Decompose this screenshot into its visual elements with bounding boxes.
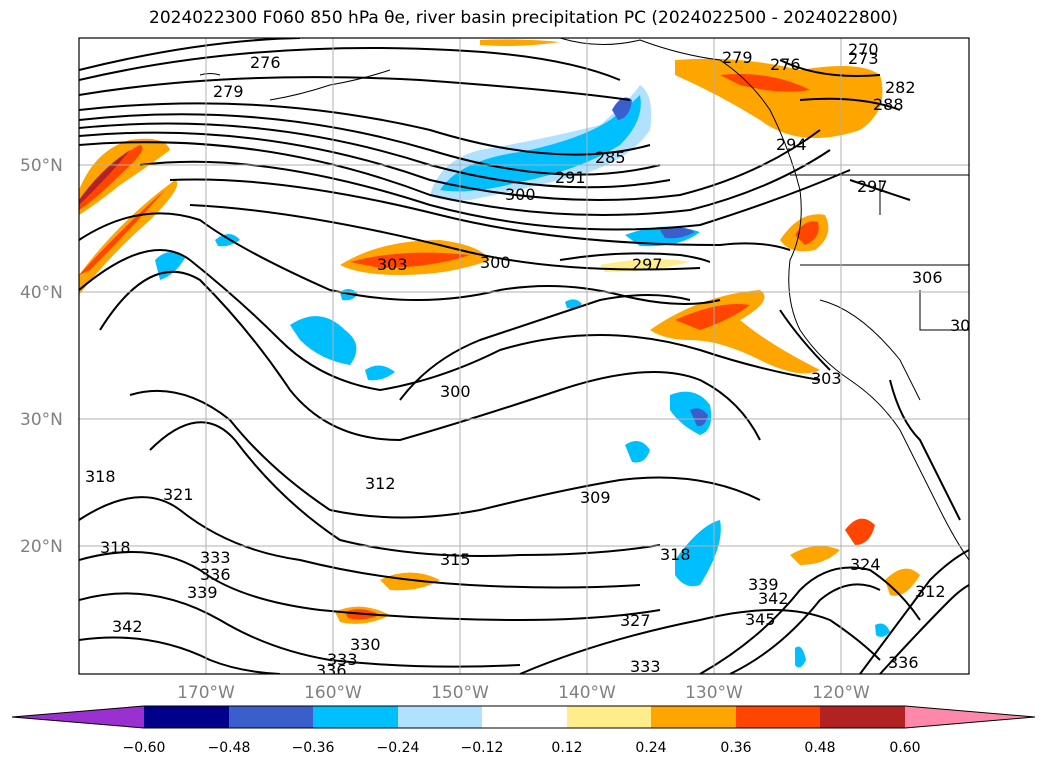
contour-label: 276 bbox=[250, 53, 281, 72]
contour-label: 333 bbox=[200, 548, 231, 567]
contour-label: 312 bbox=[915, 582, 946, 601]
contour-label: 345 bbox=[745, 610, 776, 629]
contour-label: 336 bbox=[888, 653, 919, 672]
contour-label: 324 bbox=[850, 555, 881, 574]
gridlines bbox=[79, 38, 969, 674]
plot-frame bbox=[78, 37, 970, 675]
contour-label: 318 bbox=[660, 545, 691, 564]
colorbar-tick-label: 0.36 bbox=[720, 740, 751, 756]
contour-label: 342 bbox=[758, 589, 789, 608]
colorbar-bin bbox=[313, 706, 398, 728]
contour-label: 279 bbox=[722, 48, 753, 67]
contour-label: 303 bbox=[811, 369, 842, 388]
lat-tick-label: 50°N bbox=[20, 156, 63, 176]
contour-label: 282 bbox=[885, 78, 916, 97]
lon-tick-label: 160°W bbox=[304, 683, 362, 703]
map-title: 2024022300 F060 850 hPa θe, river basin … bbox=[149, 8, 898, 28]
lat-tick-label: 30°N bbox=[20, 410, 63, 430]
colorbar-tick-label: −0.48 bbox=[208, 740, 251, 756]
theta-e-contours bbox=[79, 38, 969, 674]
contour-label: 300 bbox=[440, 382, 471, 401]
contour-label: 339 bbox=[187, 583, 218, 602]
lat-tick-label: 20°N bbox=[20, 537, 63, 557]
contour-label: 309 bbox=[580, 488, 611, 507]
colorbar-bin bbox=[398, 706, 482, 728]
colorbar-tick-label: 0.60 bbox=[889, 740, 920, 756]
colorbar-bin bbox=[229, 706, 313, 728]
colorbar-tick-label: 0.48 bbox=[804, 740, 835, 756]
colorbar-tick-label: −0.12 bbox=[461, 740, 504, 756]
lat-tick-label: 40°N bbox=[20, 283, 63, 303]
colorbar-extend-left bbox=[12, 706, 144, 728]
lon-tick-label: 120°W bbox=[812, 683, 870, 703]
contour-label: 318 bbox=[100, 538, 131, 557]
contour-label: 333 bbox=[327, 650, 358, 669]
contour-label: 276 bbox=[770, 55, 801, 74]
contour-label: 297 bbox=[857, 177, 888, 196]
contour-label: 330 bbox=[350, 635, 381, 654]
contour-label: 279 bbox=[213, 82, 244, 101]
contour-labels: 276 279 279 276 270 273 282 288 294 285 … bbox=[85, 40, 970, 680]
contour-label: 321 bbox=[163, 485, 194, 504]
colorbar-bin bbox=[736, 706, 820, 728]
contour-label: 297 bbox=[632, 255, 663, 274]
latitude-ticks: 50°N 40°N 30°N 20°N bbox=[20, 156, 63, 557]
colorbar-tick-label: −0.36 bbox=[292, 740, 335, 756]
colorbar: −0.60 −0.48 −0.36 −0.24 −0.12 0.12 0.24 … bbox=[11, 705, 1036, 756]
lon-tick-label: 170°W bbox=[177, 683, 235, 703]
contour-label: 30 bbox=[950, 316, 970, 335]
positive-anomaly-shading bbox=[79, 39, 920, 624]
colorbar-bin bbox=[144, 706, 229, 728]
contour-label: 342 bbox=[112, 617, 143, 636]
colorbar-tick-label: 0.12 bbox=[551, 740, 582, 756]
contour-label: 300 bbox=[480, 253, 511, 272]
colorbar-tick-label: −0.60 bbox=[123, 740, 166, 756]
colorbar-extend-right bbox=[905, 706, 1035, 728]
contour-label: 270 bbox=[848, 40, 879, 59]
lon-tick-label: 130°W bbox=[685, 683, 743, 703]
contour-label: 294 bbox=[776, 135, 807, 154]
lon-tick-label: 140°W bbox=[558, 683, 616, 703]
contour-label: 288 bbox=[873, 95, 904, 114]
contour-label: 291 bbox=[555, 168, 586, 187]
contour-label: 327 bbox=[620, 611, 651, 630]
contour-label: 312 bbox=[365, 474, 396, 493]
contour-label: 285 bbox=[595, 148, 626, 167]
contour-label: 339 bbox=[748, 575, 779, 594]
colorbar-bin bbox=[482, 706, 567, 728]
colorbar-bin bbox=[567, 706, 651, 728]
longitude-ticks: 170°W 160°W 150°W 140°W 130°W 120°W bbox=[177, 683, 870, 703]
contour-label: 300 bbox=[505, 185, 536, 204]
contour-label: 306 bbox=[912, 268, 943, 287]
contour-label: 333 bbox=[630, 657, 661, 676]
lon-tick-label: 150°W bbox=[431, 683, 489, 703]
contour-label: 315 bbox=[440, 550, 471, 569]
colorbar-bin bbox=[651, 706, 736, 728]
contour-label: 318 bbox=[85, 467, 116, 486]
colorbar-bin bbox=[820, 706, 905, 728]
contour-label: 273 bbox=[848, 49, 879, 68]
contour-label: 336 bbox=[200, 565, 231, 584]
contour-label: 336 bbox=[316, 661, 347, 680]
negative-anomaly-shading bbox=[155, 85, 890, 668]
contour-label: 303 bbox=[377, 255, 408, 274]
colorbar-tick-label: 0.24 bbox=[635, 740, 666, 756]
colorbar-tick-label: −0.24 bbox=[377, 740, 420, 756]
